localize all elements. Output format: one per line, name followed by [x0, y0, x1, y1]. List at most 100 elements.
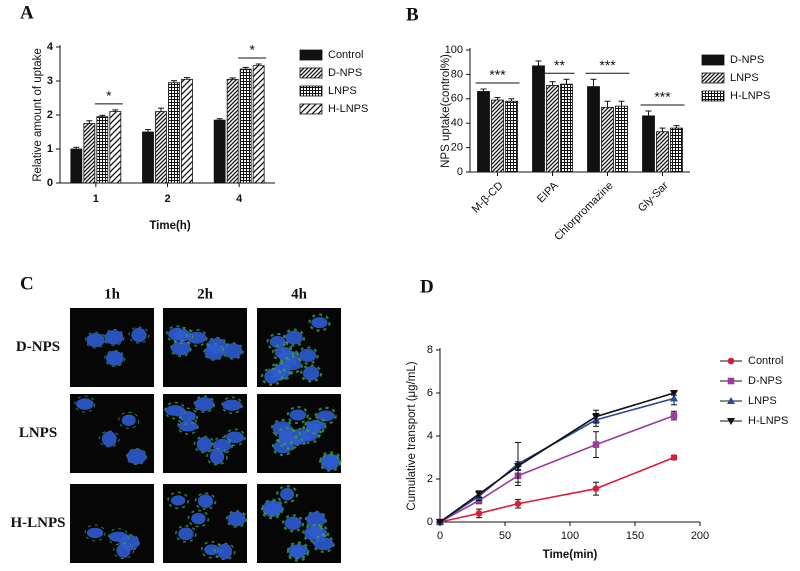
y-tick-label: 3 — [47, 75, 53, 87]
point — [436, 519, 444, 526]
bar — [601, 106, 614, 173]
cell-nucleus — [209, 449, 225, 465]
legend-label: LNPS — [328, 85, 357, 97]
bar — [505, 100, 518, 173]
y-tick-label: 8 — [427, 344, 433, 356]
cell-nucleus — [105, 350, 124, 366]
cell-nucleus — [227, 511, 246, 527]
significance-label: *** — [599, 57, 616, 73]
cell-halo — [225, 510, 248, 528]
panel-letter: D — [420, 276, 434, 297]
cell-halo — [275, 426, 298, 446]
cell-nucleus — [178, 527, 194, 541]
cell-halo — [187, 509, 210, 528]
cell-nucleus — [187, 331, 207, 344]
cell-nucleus — [316, 410, 335, 422]
cell-nucleus — [311, 317, 328, 329]
cell-halo — [308, 313, 331, 332]
y-tick-label: 20 — [451, 142, 463, 154]
cell-halo — [118, 411, 140, 429]
cell-nucleus — [288, 544, 309, 557]
cell-nucleus — [306, 420, 325, 431]
y-tick-label: 0 — [47, 177, 53, 189]
bar — [155, 111, 167, 184]
point — [514, 500, 522, 508]
cell-halo — [113, 542, 135, 560]
legend-label: Control — [748, 355, 783, 367]
cell-halo — [260, 367, 284, 386]
legend-swatch — [701, 90, 725, 102]
bar — [587, 86, 600, 173]
cell-halo — [126, 448, 148, 466]
bar — [656, 131, 669, 173]
cell-nucleus — [126, 448, 147, 465]
cell-halo — [312, 534, 335, 553]
y-tick-label: 1 — [47, 143, 53, 155]
cell-nucleus — [321, 455, 339, 471]
cell-nucleus — [299, 348, 317, 362]
legend-label: D-NPS — [748, 375, 782, 387]
point — [592, 485, 600, 492]
micrograph — [257, 394, 342, 473]
cell-nucleus — [275, 346, 292, 359]
bar — [168, 82, 180, 184]
cell-halo — [283, 328, 306, 347]
cell-halo — [167, 491, 189, 510]
cell-nucleus — [217, 543, 233, 560]
x-tick-label: 150 — [626, 530, 644, 542]
cell-halo — [103, 328, 125, 346]
legend-marker — [727, 418, 735, 425]
legend-label: D-NPS — [328, 67, 362, 79]
significance-label: *** — [489, 67, 506, 83]
cell-nucleus — [222, 399, 242, 411]
cell-nucleus — [178, 420, 198, 432]
point — [514, 463, 522, 471]
point — [475, 491, 483, 499]
y-tick-label: 4 — [427, 430, 433, 442]
bar — [213, 119, 226, 184]
significance-label: *** — [654, 89, 671, 105]
micrograph — [257, 308, 341, 387]
cell-halo — [194, 492, 217, 511]
cell-nucleus — [168, 327, 186, 341]
cell-nucleus — [302, 366, 320, 381]
cell-nucleus — [131, 327, 147, 343]
y-tick-label: 80 — [451, 68, 463, 80]
cell-nucleus — [282, 359, 302, 371]
bar — [252, 65, 265, 184]
significance-label: ** — [554, 57, 565, 73]
cell-halo — [84, 524, 106, 542]
bar — [181, 78, 193, 184]
cell-nucleus — [300, 428, 319, 442]
micrograph-bg — [70, 484, 154, 563]
bar — [83, 123, 96, 184]
x-tick-label: 200 — [691, 530, 709, 542]
bar — [226, 78, 239, 184]
cell-halo — [104, 349, 126, 367]
cell-nucleus — [204, 544, 220, 556]
cell-nucleus — [191, 512, 206, 525]
cell-halo — [318, 453, 342, 472]
bar — [477, 91, 490, 173]
cell-halo — [206, 447, 228, 466]
cell-nucleus — [170, 495, 186, 506]
point — [592, 441, 600, 448]
cell-halo — [287, 541, 310, 560]
bar — [491, 99, 504, 173]
cell-nucleus — [278, 428, 294, 444]
legend-swatch — [299, 85, 323, 97]
y-tick-label: 60 — [451, 93, 463, 105]
cell-halo — [165, 325, 188, 343]
cell-halo — [98, 430, 120, 448]
cell-halo — [176, 407, 199, 426]
x-axis-label: Time(h) — [149, 220, 190, 232]
cell-nucleus — [116, 543, 131, 558]
cell-nucleus — [313, 537, 334, 551]
cell-nucleus — [197, 494, 214, 509]
cell-nucleus — [285, 330, 303, 345]
cell-nucleus — [165, 405, 185, 416]
y-axis-label: Relative amount of uptake — [32, 48, 44, 182]
legend-swatch — [299, 67, 323, 79]
